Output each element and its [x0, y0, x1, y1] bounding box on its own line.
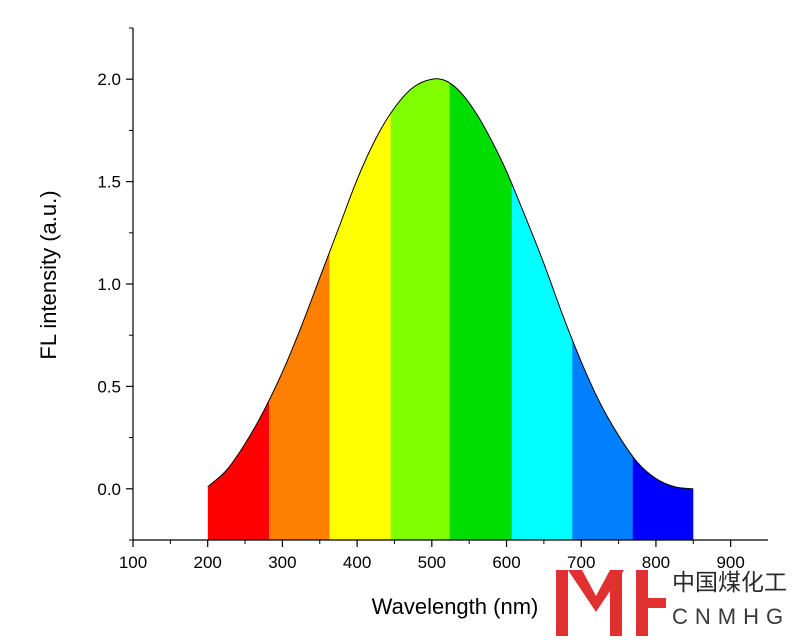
x-tick-label: 200 — [194, 553, 222, 572]
y-axis-title: FL intensity (a.u.) — [36, 190, 61, 359]
spectrum-band-4 — [390, 78, 451, 540]
x-tick-label: 400 — [343, 553, 371, 572]
x-tick-label: 500 — [418, 553, 446, 572]
watermark-chinese: 中国煤化工 — [672, 570, 787, 596]
x-axis-title: Wavelength (nm) — [372, 594, 539, 619]
y-tick-label: 0.0 — [97, 480, 121, 499]
y-tick-label: 1.5 — [97, 173, 121, 192]
x-tick-label: 100 — [119, 553, 147, 572]
y-tick-label: 2.0 — [97, 70, 121, 89]
spectrum-curve — [207, 78, 694, 490]
y-axis-ticks: 0.0 0.5 1.0 1.5 2.0 — [97, 27, 133, 541]
logo-crossbar — [636, 598, 666, 608]
spectrum-band-3 — [329, 78, 392, 540]
x-tick-label: 800 — [642, 553, 670, 572]
spectrum-band-2 — [268, 78, 331, 540]
cnmhg-logo — [556, 570, 666, 636]
spectrum-band-7 — [572, 78, 634, 540]
spectrum-band-5 — [449, 78, 513, 540]
spectrum-bands — [207, 78, 694, 540]
x-tick-label: 600 — [492, 553, 520, 572]
logo-bar-2 — [610, 570, 622, 636]
watermark-english: CNMHG — [672, 604, 790, 629]
x-axis-ticks: 100 200 300 400 500 600 700 800 900 — [119, 540, 745, 572]
x-tick-label: 300 — [268, 553, 296, 572]
y-tick-label: 0.5 — [97, 377, 121, 396]
watermark: 中国煤化工 CNMHG — [556, 570, 790, 636]
spectrum-band-1 — [207, 78, 270, 540]
x-tick-label: 900 — [716, 553, 744, 572]
spectrum-band-6 — [511, 78, 573, 540]
spectrum-band-8 — [632, 78, 694, 540]
logo-bar-1 — [556, 570, 568, 636]
x-tick-label: 700 — [567, 553, 595, 572]
y-tick-label: 1.0 — [97, 275, 121, 294]
